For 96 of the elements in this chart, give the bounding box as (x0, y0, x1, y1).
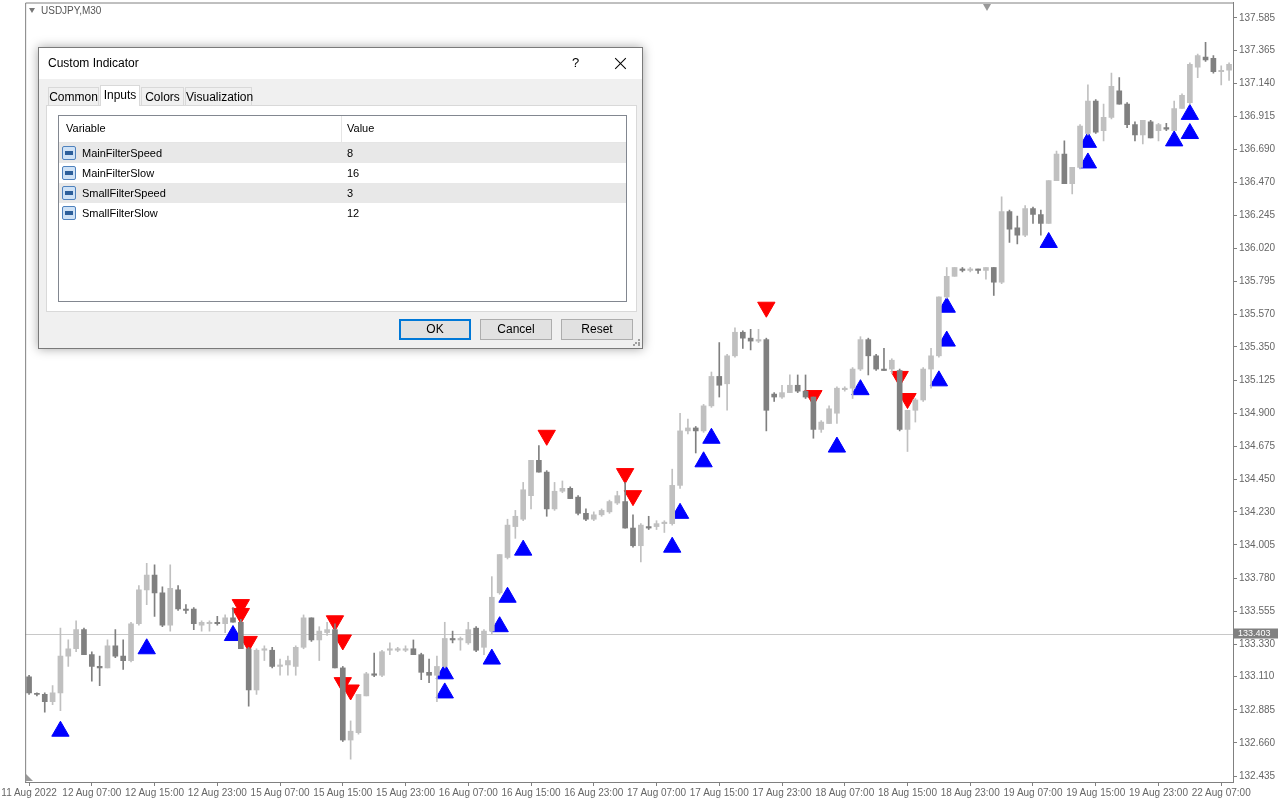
y-tick-label: 134.675 (1239, 440, 1276, 452)
x-tick-label: 18 Aug 07:00 (815, 786, 875, 798)
point (702, 427, 721, 444)
candlestick (881, 348, 887, 371)
chart-title: USDJPY,M30 (40, 5, 103, 16)
candlestick (120, 639, 127, 670)
x-tick-label: 15 Aug 15:00 (313, 786, 373, 798)
candlestick (685, 418, 691, 435)
point (1039, 231, 1058, 248)
annotation: MainFilterSpeed (82, 147, 163, 159)
annotation: 12 (347, 207, 360, 219)
point (435, 682, 454, 699)
x-tick-label: 19 Aug 07:00 (1003, 786, 1063, 798)
annotation: ? (572, 55, 580, 70)
y-tick-label: 135.795 (1239, 275, 1276, 287)
y-tick-label: 136.690 (1239, 143, 1276, 155)
x-tick-label: 16 Aug 23:00 (564, 786, 624, 798)
y-tick-label: 136.470 (1239, 175, 1276, 187)
y-tick-label: 132.660 (1239, 736, 1276, 748)
y-tick-label: 136.245 (1239, 208, 1276, 220)
y-tick-label: 136.020 (1239, 242, 1276, 254)
annotation: MainFilterSlow (82, 167, 155, 179)
candlestick (285, 655, 291, 676)
y-tick-label: 133.330 (1239, 638, 1276, 650)
candlestick (1218, 65, 1225, 86)
y-tick-label: 132.435 (1239, 769, 1276, 781)
y-tick-label: 133.110 (1239, 670, 1275, 682)
tab: Colors (141, 87, 184, 106)
candlestick (277, 658, 283, 676)
button: Reset (561, 319, 633, 340)
tab: Common (48, 87, 99, 106)
point (490, 616, 509, 633)
point (137, 638, 156, 655)
annotation: SmallFilterSpeed (82, 187, 166, 199)
x-tick-label: 19 Aug 23:00 (1129, 786, 1189, 798)
point (694, 451, 713, 468)
annotation: 16 (347, 167, 360, 179)
y-tick-label: 133.555 (1239, 604, 1276, 616)
button: Cancel (480, 319, 552, 340)
y-tick-label: 136.915 (1239, 110, 1276, 122)
candlestick (371, 652, 377, 678)
x-tick-label: 17 Aug 07:00 (627, 786, 687, 798)
y-tick-label: 134.900 (1239, 406, 1276, 418)
annotation: Value (347, 122, 375, 134)
point (663, 536, 682, 553)
y-tick-label: 133.780 (1239, 571, 1276, 583)
annotation: 8 (347, 147, 354, 159)
button: OK (399, 319, 471, 340)
point (929, 370, 949, 387)
point (498, 586, 517, 603)
candlestick (434, 655, 440, 703)
x-tick-label: 12 Aug 07:00 (62, 786, 122, 798)
y-tick-label: 135.350 (1239, 340, 1276, 352)
y-tick-label: 132.885 (1239, 703, 1276, 715)
annotation: SmallFilterSlow (82, 207, 158, 219)
point (51, 720, 70, 737)
tab: Visualization (185, 87, 252, 106)
point (514, 539, 533, 556)
x-tick-label: 15 Aug 07:00 (250, 786, 310, 798)
x-tick-label: 16 Aug 15:00 (501, 786, 561, 798)
candlestick (426, 658, 432, 683)
x-tick-label: 16 Aug 07:00 (438, 786, 499, 798)
x-tick-label: 18 Aug 15:00 (878, 786, 938, 798)
candlestick (214, 616, 221, 626)
candlestick (645, 515, 652, 530)
point (482, 648, 501, 665)
candlestick (716, 342, 723, 398)
x-tick-label: 19 Aug 15:00 (1066, 786, 1126, 798)
x-tick-label: 12 Aug 15:00 (125, 786, 185, 798)
annotation: Custom Indicator (48, 56, 139, 70)
y-tick-label: 137.140 (1239, 77, 1276, 89)
candlestick (692, 426, 699, 454)
y-tick-label: 134.005 (1239, 538, 1276, 550)
x-tick-label: 15 Aug 23:00 (376, 786, 436, 798)
x-tick-label: 17 Aug 23:00 (752, 786, 812, 798)
y-tick-label: 134.450 (1239, 473, 1276, 485)
point (851, 379, 870, 396)
point (1180, 123, 1200, 140)
point (1165, 130, 1184, 147)
x-tick-label: 17 Aug 15:00 (689, 786, 750, 798)
x-tick-label: 11 Aug 2022 (1, 786, 58, 798)
annotation: 3 (347, 187, 354, 199)
x-tick-label: 12 Aug 23:00 (187, 786, 248, 798)
y-tick-label: 134.230 (1239, 505, 1276, 517)
point (827, 436, 847, 453)
annotation: Variable (66, 122, 106, 134)
ref-line-label: 133.403 (1238, 628, 1271, 639)
x-tick-label: 18 Aug 23:00 (940, 786, 1001, 798)
y-tick-label: 135.125 (1239, 373, 1276, 385)
point (1180, 103, 1200, 120)
y-tick-label: 137.585 (1239, 11, 1276, 23)
y-tick-label: 135.570 (1239, 308, 1276, 320)
candlestick (183, 604, 189, 614)
y-tick-label: 137.365 (1239, 44, 1276, 56)
x-tick-label: 22 Aug 07:00 (1191, 786, 1252, 798)
tab: Inputs (100, 85, 140, 106)
